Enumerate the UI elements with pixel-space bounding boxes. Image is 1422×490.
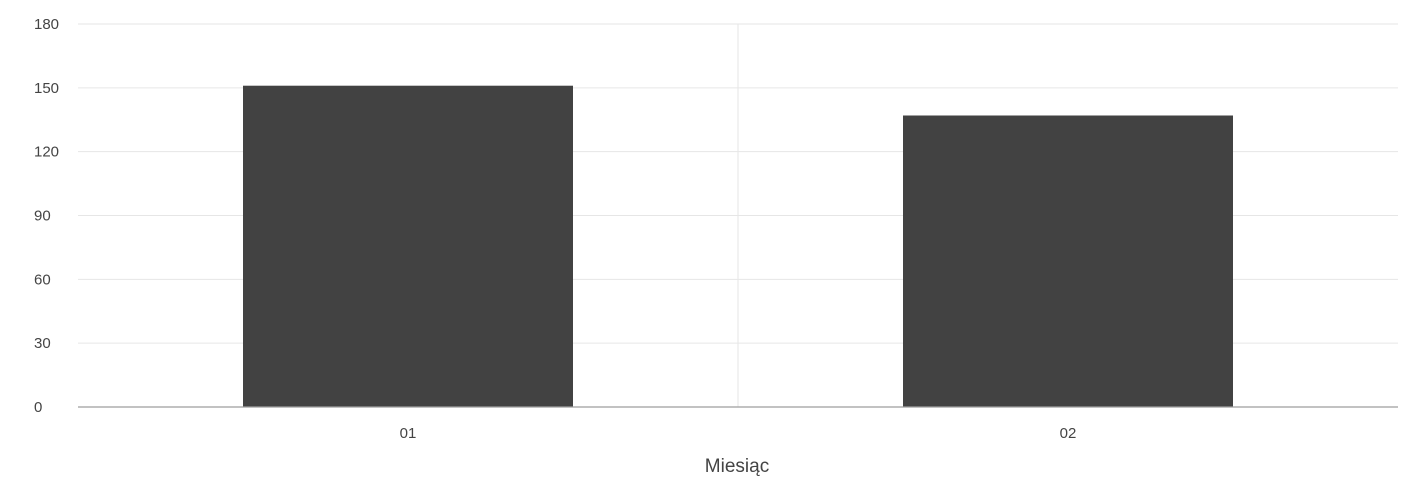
y-tick-label: 30 [34, 335, 51, 352]
bars-layer [243, 85, 1233, 407]
x-tick-label: 01 [400, 425, 417, 442]
y-tick-label: 150 [34, 80, 59, 97]
x-axis-title: Miesiąc [705, 456, 769, 477]
y-tick-label: 120 [34, 144, 59, 161]
y-tick-label: 180 [34, 16, 59, 33]
x-tick-label: 02 [1060, 425, 1077, 442]
y-tick-label: 60 [34, 271, 51, 288]
labels-layer: 0 30 60 90 120 150 180 01 02 [34, 16, 1076, 442]
bar-02 [903, 115, 1233, 407]
bar-01 [243, 85, 573, 407]
y-tick-label: 90 [34, 208, 51, 225]
y-tick-label: 0 [34, 399, 42, 416]
